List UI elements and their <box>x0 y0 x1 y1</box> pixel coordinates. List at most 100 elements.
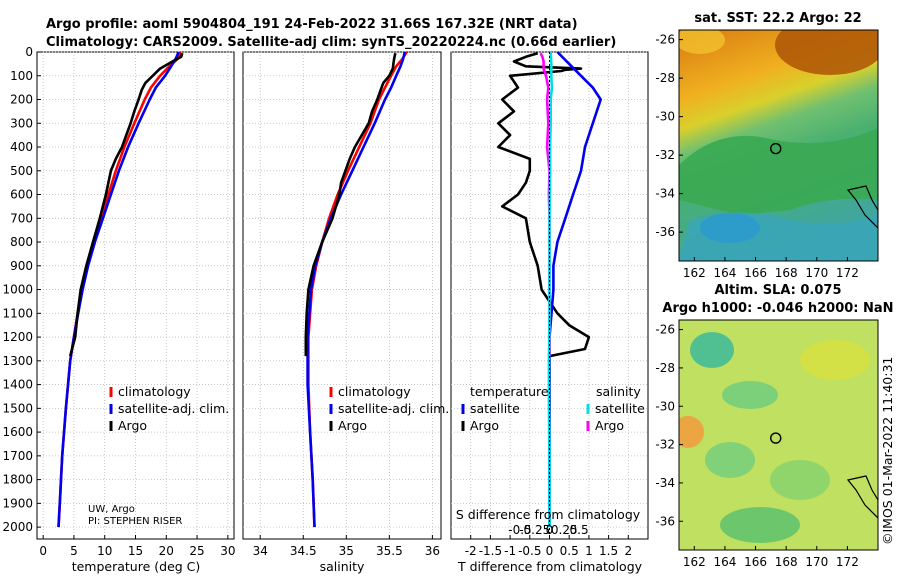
s-difference-label: S difference from climatology <box>456 507 641 522</box>
s-tick-label: -0.5 <box>508 523 531 537</box>
x-tick-label: -2 <box>465 544 477 558</box>
x-tick-label: 10 <box>97 544 112 558</box>
map-y-tick-label: -32 <box>655 438 675 452</box>
salinity-xticks: 34 34.5 35 35.5 36 <box>253 535 440 558</box>
sla-map-title-line2: Argo h1000: -0.046 h2000: NaN <box>662 301 893 316</box>
s-tick-label: 0.5 <box>570 523 589 537</box>
sla-low <box>690 332 734 368</box>
salinity-xlabel: salinity <box>320 559 365 574</box>
y-tick-label: 1400 <box>2 378 33 392</box>
s-tick-label: -0.25 <box>519 523 550 537</box>
legend-label-t-argo: Argo <box>470 418 499 433</box>
map-y-tick-label: -34 <box>655 187 675 201</box>
legend-label-satellite: satellite-adj. clim. <box>118 401 229 416</box>
float-position-marker <box>770 142 782 155</box>
map-y-tick-label: -26 <box>655 33 675 47</box>
figure-title-line1: Argo profile: aoml 5904804_191 24-Feb-20… <box>46 17 578 32</box>
salinity-panel: 34 34.5 35 35.5 36 salinity climatology sate… <box>242 51 449 574</box>
map-y-tick-label: -36 <box>655 225 675 239</box>
sla-map-title-line1: Altim. SLA: 0.075 <box>715 283 842 298</box>
s-tick-label: 0 <box>546 523 554 537</box>
temperature-legend: climatology satellite-adj. clim. Argo <box>109 384 229 433</box>
map-y-tick-label: -30 <box>655 110 675 124</box>
y-tick-label: 300 <box>10 116 33 130</box>
warm-patch <box>775 30 878 75</box>
y-tick-label: 600 <box>10 188 33 202</box>
sla-low <box>770 460 830 500</box>
x-tick-label: -1 <box>504 544 516 558</box>
series-line-satellite-adj-clim- <box>57 51 180 528</box>
sla-high <box>679 416 704 448</box>
y-tick-label: 0 <box>25 45 33 59</box>
legend-label-s-satellite: satellite <box>595 401 645 416</box>
salinity-lines <box>304 51 408 528</box>
x-tick-label: 15 <box>128 544 143 558</box>
credit-line1: UW, Argo <box>88 504 135 515</box>
map-x-tick-label: 170 <box>805 555 828 569</box>
temperature-xticks: 0 5 10 15 20 25 30 <box>39 535 235 558</box>
y-tick-label: 500 <box>10 164 33 178</box>
map-y-tick-label: -32 <box>655 148 675 162</box>
cold-patch <box>700 213 760 243</box>
salinity-axes-frame <box>242 51 442 540</box>
float-position-circle <box>770 432 782 444</box>
series-line-s-sat-clim <box>547 51 554 528</box>
series-line-argo <box>68 52 184 357</box>
sla-low <box>722 381 778 409</box>
t-difference-xlabel: T difference from climatology <box>457 559 643 574</box>
salinity-legend: climatology satellite-adj. clim. Argo <box>329 384 449 433</box>
map-x-tick-label: 170 <box>805 266 828 280</box>
coastline <box>846 185 878 229</box>
series-line-argo <box>304 52 397 357</box>
x-tick-label: 30 <box>220 544 235 558</box>
x-tick-label: 0.5 <box>560 544 579 558</box>
difference-panel: -2 -1.5 -1 -0.5 0 0.5 1 1.5 2 -0.5-0.2500.250.5 … <box>450 51 649 574</box>
sla-map-panel: Altim. SLA: 0.075 Argo h1000: -0.046 h20… <box>655 283 893 569</box>
x-tick-label: 0 <box>39 544 47 558</box>
map-y-tick-label: -34 <box>655 476 675 490</box>
temperature-grid <box>37 51 234 539</box>
difference-lines <box>496 51 603 539</box>
float-position-circle <box>770 142 782 155</box>
x-tick-label: 1 <box>585 544 593 558</box>
legend-label-argo: Argo <box>338 418 367 433</box>
sla-map-ticks: 162 164 166 168 170 172 -26 -28 -30 -32 -34 -36 <box>655 323 858 569</box>
legend-header-salinity: salinity <box>596 384 641 399</box>
y-tick-label: 1800 <box>2 473 33 487</box>
temperature-lines <box>57 51 184 528</box>
x-tick-label: 0 <box>546 544 554 558</box>
map-y-tick-label: -26 <box>655 323 675 337</box>
y-tick-label: 800 <box>10 235 33 249</box>
sla-high <box>800 340 870 380</box>
difference-xticks: -2 -1.5 -1 -0.5 0 0.5 1 1.5 2 <box>465 535 632 558</box>
y-tick-label: 1700 <box>2 449 33 463</box>
map-x-tick-label: 168 <box>775 266 798 280</box>
map-y-tick-label: -30 <box>655 399 675 413</box>
sla-map-frame <box>678 319 879 551</box>
y-tick-label: 1300 <box>2 354 33 368</box>
x-tick-label: -0.5 <box>518 544 541 558</box>
map-x-tick-label: 172 <box>836 555 859 569</box>
x-tick-label: 1.5 <box>599 544 618 558</box>
x-tick-label: -1.5 <box>479 544 502 558</box>
legend-label-t-satellite: satellite <box>470 401 520 416</box>
sst-map-ticks: 162 164 166 168 170 172 -26 -28 -30 -32 -34 -36 <box>655 33 858 280</box>
x-tick-label: 34.5 <box>290 544 317 558</box>
map-x-tick-label: 168 <box>775 555 798 569</box>
s-tick-label: 0.25 <box>551 523 578 537</box>
legend-label-satellite: satellite-adj. clim. <box>338 401 449 416</box>
y-tick-label: 700 <box>10 211 33 225</box>
sla-low <box>720 507 800 543</box>
credit-line2: PI: STEPHEN RISER <box>88 516 182 527</box>
legend-label-argo: Argo <box>118 418 147 433</box>
series-line-satellite-adj-clim- <box>306 51 407 528</box>
map-x-tick-label: 164 <box>713 266 736 280</box>
map-y-tick-label: -28 <box>655 71 675 85</box>
legend-label-climatology: climatology <box>118 384 191 399</box>
map-y-tick-label: -36 <box>655 514 675 528</box>
difference-legend: temperature satellite Argo salinity sate… <box>461 384 645 433</box>
temperature-xlabel: temperature (deg C) <box>72 559 201 574</box>
map-x-tick-label: 166 <box>744 266 767 280</box>
